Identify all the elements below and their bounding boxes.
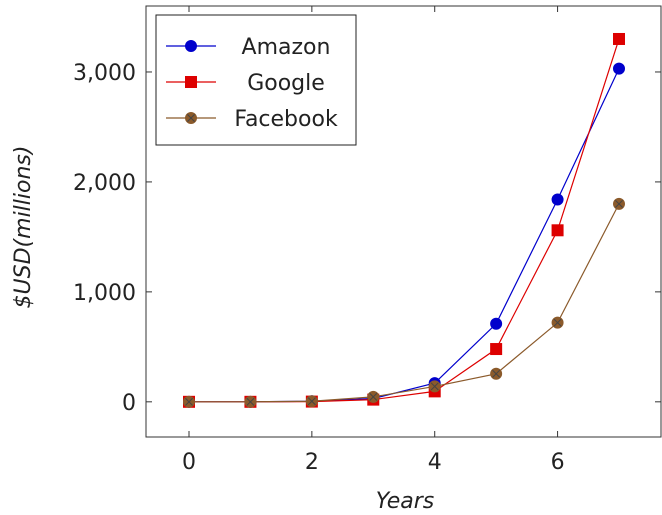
legend-marker-google <box>185 76 197 88</box>
data-point-facebook <box>367 390 380 403</box>
data-point-facebook <box>613 197 625 210</box>
data-point-facebook-cross-b <box>553 318 562 327</box>
data-point-facebook <box>305 395 318 408</box>
data-point-facebook <box>551 316 564 329</box>
x-tick-label: 2 <box>305 450 319 475</box>
data-point-facebook <box>490 367 503 380</box>
data-point-facebook <box>183 395 195 408</box>
data-point-google <box>490 343 503 356</box>
legend-marker-facebook <box>185 112 197 124</box>
legend-entry-google: Google <box>166 71 325 96</box>
data-point-amazon <box>613 62 625 75</box>
data-point-facebook-cross-b <box>492 369 501 378</box>
legend-entry-facebook: Facebook <box>166 107 338 132</box>
series-facebook <box>183 197 625 408</box>
legend-label-facebook: Facebook <box>234 107 338 132</box>
series-group <box>183 32 625 408</box>
data-point-facebook-cross-b <box>307 397 316 406</box>
data-point-google <box>551 224 564 237</box>
plot-frame <box>145 5 662 438</box>
data-point-amazon <box>490 317 503 330</box>
data-point-facebook-cross-b <box>246 397 255 406</box>
x-axis-label: Years <box>376 489 435 514</box>
y-axis-label: $USD(millions) <box>11 146 36 309</box>
x-tick-label: 0 <box>182 450 196 475</box>
y-tick-label: 1,000 <box>73 281 136 306</box>
legend-marker-facebook-cross-b <box>187 114 195 122</box>
data-point-facebook-cross-b <box>185 397 193 406</box>
data-point-google <box>613 32 625 45</box>
data-point-amazon <box>551 193 564 206</box>
data-point-facebook <box>428 380 441 393</box>
legend-label-amazon: Amazon <box>242 35 331 60</box>
legend-marker-amazon <box>185 40 197 52</box>
data-point-facebook-cross-b <box>430 382 439 391</box>
axes-group: 0 2 4 6 0 1,000 2,000 3,000 <box>73 5 662 475</box>
data-point-facebook-cross-b <box>369 392 378 401</box>
y-tick-label: 2,000 <box>73 171 136 196</box>
legend-label-google: Google <box>247 71 325 96</box>
data-point-facebook-cross-b <box>615 199 623 208</box>
series-line-facebook <box>189 203 620 403</box>
y-tick-label: 3,000 <box>73 61 136 86</box>
y-tick-label: 0 <box>122 391 136 416</box>
x-tick-label: 4 <box>428 450 442 475</box>
x-tick-label: 6 <box>551 450 565 475</box>
legend-entry-amazon: Amazon <box>166 35 330 60</box>
legend: Amazon Google Facebook <box>155 14 357 146</box>
data-point-facebook <box>244 395 257 408</box>
